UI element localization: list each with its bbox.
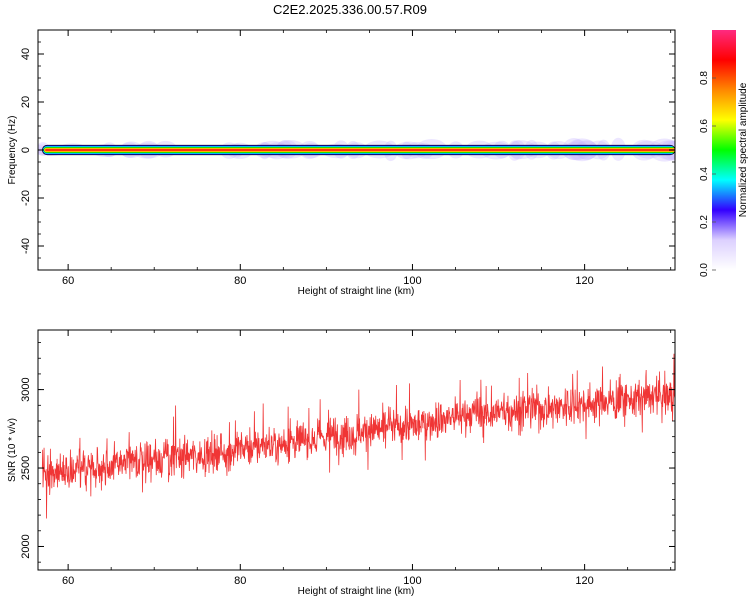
spectral-band-layer xyxy=(45,149,675,151)
chart-title: C2E2.2025.336.00.57.R09 xyxy=(273,2,427,17)
spectrogram-y-axis-label: Frequency (Hz) xyxy=(7,116,18,185)
colorbar-tick-label: 0.4 xyxy=(699,167,710,181)
snr-x-tick-label: 100 xyxy=(403,575,421,587)
spectrogram-panel: 60 80 100 120 40 20 0 -20 -40 Height of straigh… xyxy=(7,29,676,297)
spectrogram-y-tick-label: 0 xyxy=(20,147,32,153)
snr-y-tick-label: 3000 xyxy=(20,377,32,401)
snr-plot-area xyxy=(37,329,676,571)
colorbar-tick-label: 0.2 xyxy=(699,215,710,229)
colorbar-tick-label: 0.6 xyxy=(699,119,710,133)
snr-x-tick-label: 60 xyxy=(62,575,74,587)
snr-x-ticks: 60 80 100 120 xyxy=(62,330,672,587)
snr-series-line xyxy=(41,353,675,519)
snr-x-tick-label: 80 xyxy=(234,575,246,587)
spectrogram-y-ticks: 40 20 0 -20 -40 xyxy=(20,29,675,271)
colorbar-tick-label: 0.0 xyxy=(699,263,710,277)
spectrogram-y-tick-label: -20 xyxy=(20,190,32,206)
snr-x-axis-label: Height of straight line (km) xyxy=(298,586,415,597)
spectrogram-x-tick-label: 80 xyxy=(234,275,246,287)
snr-panel: 60 80 100 120 2000 2500 3000 Height of straig… xyxy=(7,329,676,597)
snr-y-tick-label: 2000 xyxy=(20,534,32,558)
spectrogram-y-tick-label: 40 xyxy=(20,48,32,60)
colorbar-tick-label: 0.8 xyxy=(699,71,710,85)
spectrogram-x-ticks: 60 80 100 120 xyxy=(62,30,672,287)
spectrogram-y-tick-label: -40 xyxy=(20,238,32,254)
snr-x-tick-label: 120 xyxy=(575,575,593,587)
spectrogram-x-tick-label: 100 xyxy=(403,275,421,287)
snr-y-axis-label: SNR (10 * v/v) xyxy=(7,418,18,482)
colorbar-gradient xyxy=(712,30,736,270)
snr-y-ticks: 2000 2500 3000 xyxy=(20,342,675,563)
snr-y-tick-label: 2500 xyxy=(20,456,32,480)
spectrogram-x-tick-label: 60 xyxy=(62,275,74,287)
colorbar-ticks: 0.0 0.2 0.4 0.6 0.8 xyxy=(699,71,716,277)
frequency-band xyxy=(38,137,675,162)
spectrogram-y-tick-label: 20 xyxy=(20,96,32,108)
colorbar: 0.0 0.2 0.4 0.6 0.8 Normalized spectral ampl… xyxy=(699,30,749,277)
spectrogram-x-axis-label: Height of straight line (km) xyxy=(298,286,415,297)
colorbar-label: Normalized spectral amplitude xyxy=(738,82,749,217)
spectrogram-x-tick-label: 120 xyxy=(575,275,593,287)
